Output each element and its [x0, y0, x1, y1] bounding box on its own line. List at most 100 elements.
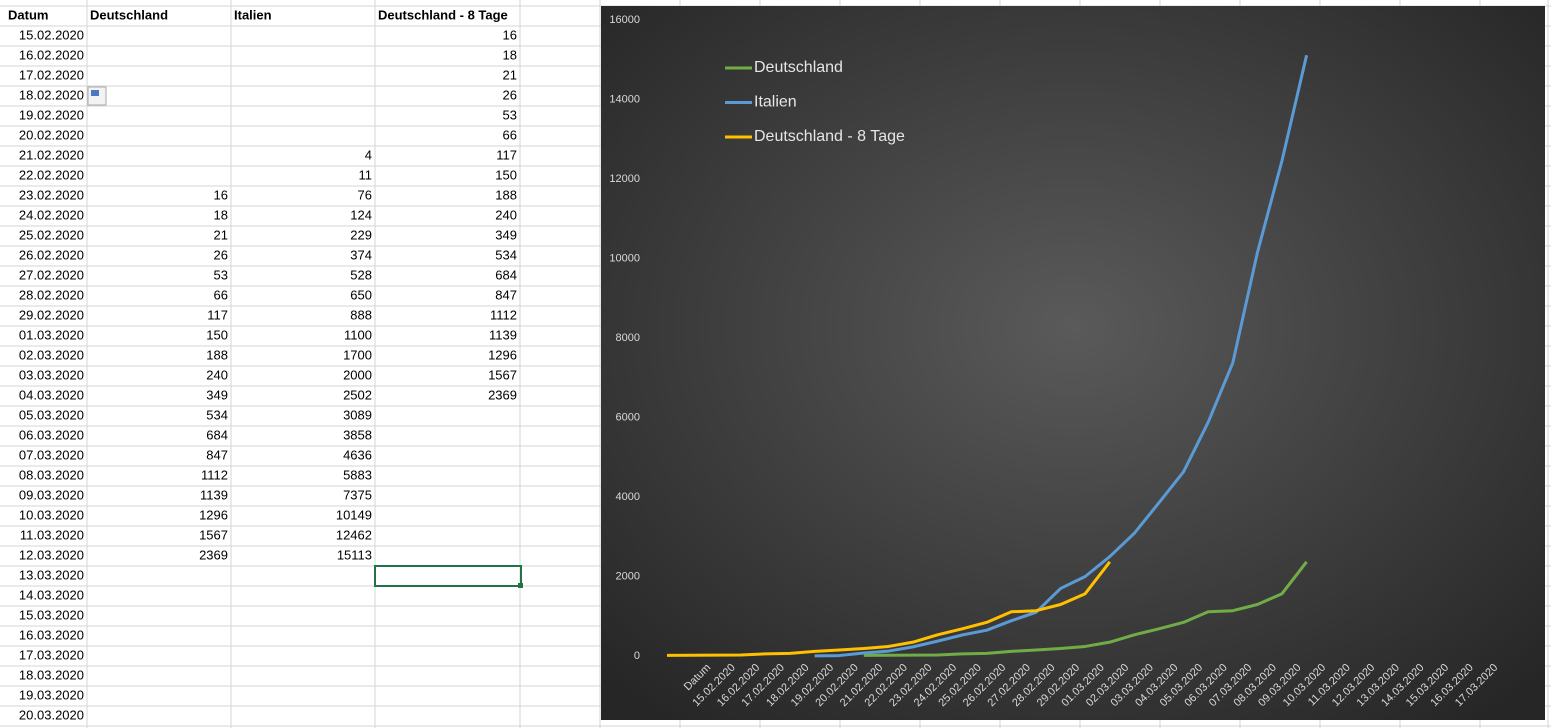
- value-cell: 4: [365, 147, 372, 162]
- series-line: [814, 54, 1309, 658]
- header-cell: Deutschland: [90, 7, 168, 22]
- date-cell: 10.03.2020: [19, 507, 84, 522]
- value-cell: 18: [214, 207, 228, 222]
- date-cell: 29.02.2020: [19, 307, 84, 322]
- value-cell: 12462: [336, 527, 372, 542]
- value-cell: 534: [206, 407, 228, 422]
- date-cell: 16.02.2020: [19, 47, 84, 62]
- y-tick-label: 10000: [609, 252, 640, 264]
- value-cell: 847: [495, 287, 517, 302]
- value-cell: 650: [350, 287, 372, 302]
- value-cell: 18: [503, 47, 517, 62]
- date-cell: 22.02.2020: [19, 167, 84, 182]
- value-cell: 117: [496, 147, 517, 162]
- legend-label: Italien: [754, 94, 797, 111]
- date-cell: 01.03.2020: [19, 327, 84, 342]
- header-cell: Datum: [8, 7, 48, 22]
- y-tick-label: 8000: [616, 332, 640, 344]
- y-tick-label: 6000: [616, 411, 640, 423]
- value-cell: 10149: [336, 507, 372, 522]
- value-cell: 5883: [343, 467, 372, 482]
- value-cell: 847: [206, 447, 228, 462]
- value-cell: 26: [503, 87, 517, 102]
- date-cell: 02.03.2020: [19, 347, 84, 362]
- date-cell: 17.02.2020: [19, 67, 84, 82]
- value-cell: 21: [503, 67, 517, 82]
- date-cell: 23.02.2020: [19, 187, 84, 202]
- header-cell: Deutschland - 8 Tage: [378, 7, 508, 22]
- date-cell: 15.03.2020: [19, 607, 84, 622]
- value-cell: 7375: [343, 487, 372, 502]
- date-cell: 07.03.2020: [19, 447, 84, 462]
- value-cell: 53: [214, 267, 228, 282]
- value-cell: 1112: [201, 467, 228, 482]
- date-cell: 09.03.2020: [19, 487, 84, 502]
- value-cell: 1100: [344, 327, 372, 342]
- value-cell: 1700: [343, 347, 372, 362]
- date-cell: 14.03.2020: [19, 587, 84, 602]
- paste-icon-part: [91, 90, 99, 96]
- legend-label: Deutschland - 8 Tage: [754, 128, 905, 145]
- sheet-cells: Datum Deutschland Italien Deutschland - 8 T…: [8, 7, 517, 722]
- date-cell: 03.03.2020: [19, 367, 84, 382]
- value-cell: 2369: [488, 387, 517, 402]
- date-cell: 08.03.2020: [19, 467, 84, 482]
- value-cell: 150: [495, 167, 517, 182]
- value-cell: 1567: [488, 367, 517, 382]
- value-cell: 888: [350, 307, 372, 322]
- value-cell: 4636: [343, 447, 372, 462]
- value-cell: 66: [503, 127, 517, 142]
- value-cell: 1139: [489, 327, 517, 342]
- value-cell: 528: [350, 267, 372, 282]
- value-cell: 188: [206, 347, 228, 362]
- value-cell: 188: [495, 187, 517, 202]
- value-cell: 16: [214, 187, 228, 202]
- date-cell: 18.03.2020: [19, 667, 84, 682]
- date-cell: 19.02.2020: [19, 107, 84, 122]
- value-cell: 349: [206, 387, 228, 402]
- fill-handle[interactable]: [518, 583, 523, 588]
- value-cell: 124: [350, 207, 372, 222]
- date-cell: 13.03.2020: [19, 567, 84, 582]
- value-cell: 374: [350, 247, 372, 262]
- value-cell: 1112: [490, 307, 517, 322]
- date-cell: 25.02.2020: [19, 227, 84, 242]
- value-cell: 2369: [199, 547, 228, 562]
- date-cell: 16.03.2020: [19, 627, 84, 642]
- series-line: [666, 560, 1111, 657]
- value-cell: 15113: [337, 547, 372, 562]
- y-tick-label: 12000: [609, 173, 640, 185]
- date-cell: 27.02.2020: [19, 267, 84, 282]
- value-cell: 1296: [199, 507, 228, 522]
- date-cell: 20.03.2020: [19, 707, 84, 722]
- date-cell: 04.03.2020: [19, 387, 84, 402]
- value-cell: 684: [495, 267, 517, 282]
- y-tick-label: 4000: [616, 491, 640, 503]
- value-cell: 1567: [199, 527, 228, 542]
- date-cell: 19.03.2020: [19, 687, 84, 702]
- value-cell: 2502: [343, 387, 372, 402]
- value-cell: 1296: [488, 347, 517, 362]
- value-cell: 3089: [343, 407, 372, 422]
- value-cell: 26: [214, 247, 228, 262]
- y-tick-label: 16000: [609, 14, 640, 26]
- value-cell: 1139: [200, 487, 228, 502]
- date-cell: 15.02.2020: [19, 27, 84, 42]
- series-line: [863, 560, 1308, 657]
- value-cell: 76: [358, 187, 372, 202]
- date-cell: 17.03.2020: [19, 647, 84, 662]
- value-cell: 240: [206, 367, 228, 382]
- date-cell: 24.02.2020: [19, 207, 84, 222]
- date-cell: 06.03.2020: [19, 427, 84, 442]
- value-cell: 684: [206, 427, 228, 442]
- chart[interactable]: 0200040006000800010000120001400016000Dat…: [601, 6, 1545, 720]
- value-cell: 11: [359, 167, 373, 182]
- value-cell: 66: [214, 287, 228, 302]
- value-cell: 2000: [343, 367, 372, 382]
- date-cell: 28.02.2020: [19, 287, 84, 302]
- legend-label: Deutschland: [754, 59, 843, 76]
- date-cell: 26.02.2020: [19, 247, 84, 262]
- selected-cell[interactable]: [374, 565, 522, 587]
